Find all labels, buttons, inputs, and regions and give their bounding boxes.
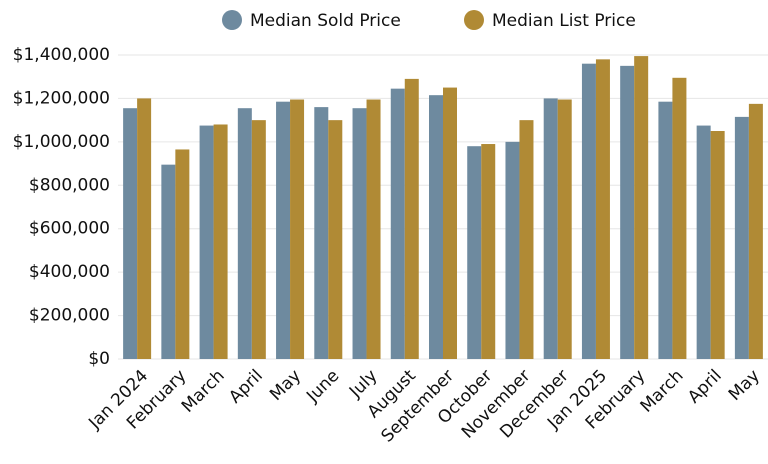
bar — [429, 95, 443, 360]
y-tick-label: $1,000,000 — [13, 132, 110, 152]
bar — [672, 77, 687, 360]
bar — [595, 59, 610, 359]
bar — [137, 98, 152, 359]
legend-label: Median List Price — [492, 11, 636, 31]
legend-marker — [464, 10, 484, 30]
y-tick-label: $200,000 — [29, 306, 110, 326]
x-tick-label: March — [178, 366, 229, 417]
bar — [276, 101, 291, 359]
bar — [175, 149, 190, 359]
bar — [734, 116, 749, 359]
legend-marker — [222, 10, 242, 30]
bar — [123, 108, 138, 359]
bar — [581, 63, 596, 359]
bar — [467, 146, 482, 359]
y-tick-label: $600,000 — [29, 219, 110, 239]
bar — [390, 88, 405, 360]
bar — [161, 164, 176, 359]
x-tick-label: April — [684, 366, 726, 408]
bar — [519, 120, 534, 360]
x-tick-label: June — [302, 366, 343, 407]
bar — [443, 87, 457, 360]
y-tick-label: $400,000 — [29, 262, 110, 282]
bar — [634, 56, 649, 359]
bar — [696, 125, 711, 359]
bar — [557, 99, 572, 359]
bar — [404, 78, 419, 359]
bar — [237, 108, 252, 359]
bar — [314, 107, 329, 359]
x-tick-label: March — [637, 366, 688, 417]
bar — [251, 120, 266, 360]
y-tick-label: $800,000 — [29, 175, 110, 195]
legend-label: Median Sold Price — [250, 11, 401, 31]
bar — [366, 99, 381, 359]
y-tick-label: $0 — [88, 349, 110, 369]
bar — [213, 124, 228, 359]
bar — [290, 99, 305, 359]
x-tick-label: April — [225, 366, 267, 408]
x-tick-label: May — [725, 366, 764, 405]
bar — [748, 103, 763, 359]
bar — [352, 108, 367, 359]
y-tick-label: $1,400,000 — [13, 45, 110, 65]
bar — [505, 141, 520, 359]
x-tick-label: May — [266, 366, 305, 405]
bar — [328, 120, 343, 360]
bar — [620, 65, 635, 359]
bar — [543, 98, 558, 359]
y-tick-label: $1,200,000 — [13, 88, 110, 108]
bar — [710, 131, 725, 359]
bar — [658, 101, 673, 359]
bar — [199, 125, 214, 359]
bar — [481, 144, 496, 359]
